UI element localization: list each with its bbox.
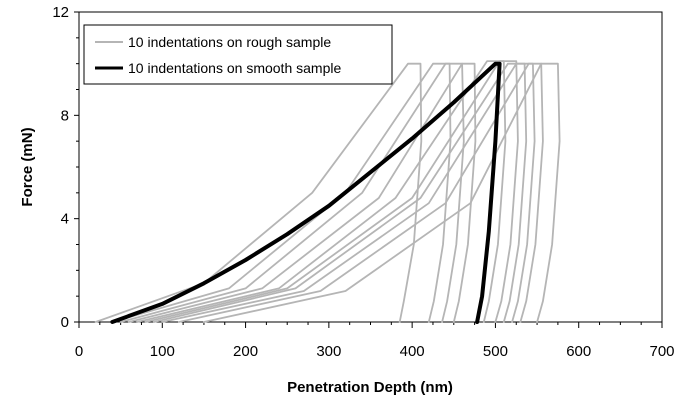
series-curves	[94, 60, 561, 324]
rough-indentation-curve	[94, 62, 423, 323]
rough-sample-series	[94, 60, 561, 323]
y-tick-label: 12	[52, 4, 69, 21]
smooth-sample-series	[110, 61, 502, 324]
legend-box	[83, 24, 393, 85]
y-axis-title: Force (mN)	[19, 127, 36, 206]
x-tick-label: 400	[400, 343, 425, 360]
rough-indentation-curve	[128, 62, 477, 323]
x-tick-label: 100	[150, 343, 175, 360]
x-tick-label: 300	[316, 343, 341, 360]
x-tick-label: 700	[649, 343, 674, 360]
x-axis-title: Penetration Depth (nm)	[287, 379, 453, 396]
y-tick-label: 0	[61, 314, 69, 331]
legend-label-rough: 10 indentations on rough sample	[128, 34, 331, 50]
x-tick-label: 200	[233, 343, 258, 360]
rough-indentation-curve	[144, 60, 519, 323]
smooth-indentation-curve	[110, 61, 502, 324]
y-axis: 0 4 8 12	[52, 4, 79, 331]
legend-label-smooth: 10 indentations on smooth sample	[128, 60, 341, 76]
x-tick-label: 600	[566, 343, 591, 360]
x-tick-label: 0	[75, 343, 83, 360]
x-tick-label: 500	[483, 343, 508, 360]
rough-indentation-curve	[202, 62, 561, 323]
legend: 10 indentations on rough sample 10 inden…	[83, 24, 393, 85]
y-tick-label: 8	[61, 107, 69, 124]
x-axis: 0 100 200 300 400 500 600 700	[75, 322, 675, 360]
y-tick-label: 4	[61, 211, 69, 228]
